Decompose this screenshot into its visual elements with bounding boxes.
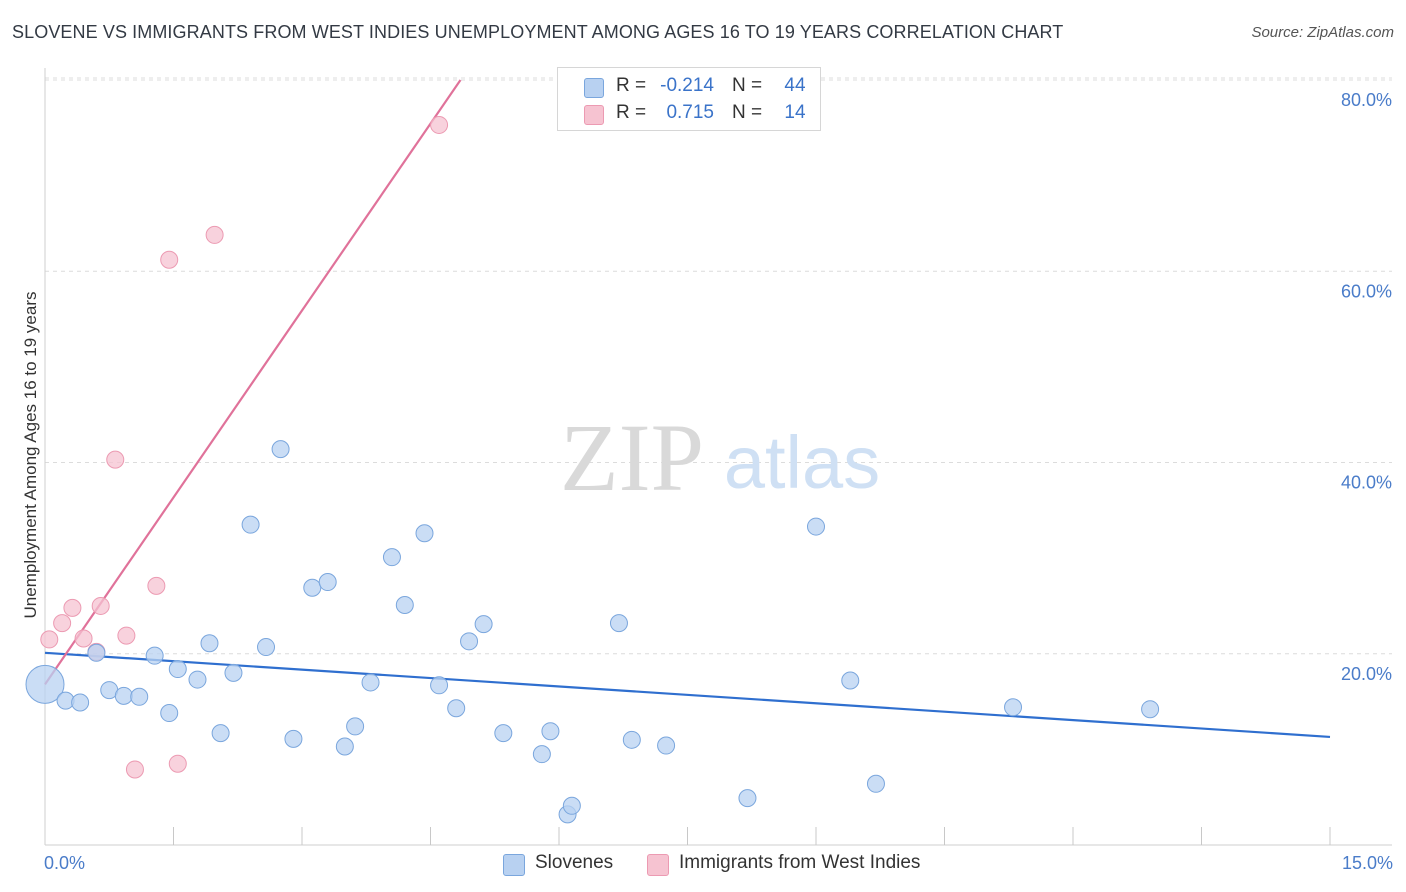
point-slovenes bbox=[807, 517, 825, 536]
point-slovenes bbox=[609, 614, 628, 633]
point-slovenes bbox=[361, 673, 380, 692]
point-slovenes bbox=[160, 704, 179, 723]
legend-n-value: 14 bbox=[784, 102, 806, 123]
point-slovenes bbox=[395, 595, 414, 614]
correlation-legend: R = -0.214 N = 44 R = 0.715 N = 14 bbox=[557, 67, 821, 131]
point-slovenes bbox=[430, 676, 449, 695]
point-slovenes bbox=[866, 774, 885, 793]
legend-n-label: N = bbox=[732, 75, 763, 96]
point-slovenes bbox=[346, 717, 365, 736]
point-slovenes bbox=[1004, 698, 1023, 717]
bottom-legend-label: Immigrants from West Indies bbox=[679, 852, 921, 873]
legend-r-value: -0.214 bbox=[660, 75, 714, 96]
point-slovenes bbox=[460, 632, 479, 651]
point-slovenes bbox=[257, 638, 276, 657]
point-slovenes bbox=[382, 548, 401, 567]
y-tick-label: 60.0% bbox=[1341, 281, 1392, 301]
grid-layer bbox=[45, 77, 1392, 655]
legend-n-label: N = bbox=[732, 102, 763, 123]
point-slovenes bbox=[271, 440, 290, 459]
chart-title: SLOVENE VS IMMIGRANTS FROM WEST INDIES U… bbox=[12, 22, 1064, 42]
legend-r-value: 0.715 bbox=[666, 102, 714, 123]
point-slovenes bbox=[145, 646, 164, 665]
point-slovenes bbox=[541, 722, 560, 741]
y-tick-label: 40.0% bbox=[1341, 473, 1392, 493]
y-tick-label: 80.0% bbox=[1341, 90, 1392, 110]
point-west-indies bbox=[125, 760, 144, 779]
x-tick-label-max: 15.0% bbox=[1342, 853, 1393, 873]
bottom-legend-swatch-pink bbox=[647, 854, 669, 876]
trend-line-slovenes bbox=[44, 651, 1331, 739]
point-slovenes bbox=[447, 699, 466, 718]
point-west-indies bbox=[205, 225, 224, 244]
trend-lines bbox=[44, 79, 1331, 739]
point-slovenes bbox=[532, 745, 551, 764]
point-slovenes bbox=[284, 729, 303, 748]
legend-r-label: R = bbox=[616, 75, 647, 96]
watermark-zip: ZIP bbox=[560, 404, 704, 511]
point-west-indies bbox=[74, 629, 93, 648]
point-slovenes bbox=[200, 634, 219, 653]
point-slovenes bbox=[303, 578, 322, 597]
point-west-indies bbox=[91, 596, 110, 615]
legend-swatch-blue bbox=[584, 78, 604, 98]
point-slovenes bbox=[562, 796, 581, 815]
point-slovenes bbox=[211, 724, 230, 743]
point-west-indies bbox=[106, 450, 125, 469]
point-slovenes bbox=[335, 737, 354, 756]
y-axis-label: Unemployment Among Ages 16 to 19 years bbox=[21, 292, 40, 619]
point-west-indies bbox=[160, 250, 179, 269]
legend-swatch-pink bbox=[584, 105, 604, 125]
point-slovenes bbox=[241, 515, 260, 534]
point-slovenes bbox=[71, 693, 90, 712]
data-points bbox=[25, 115, 1160, 824]
trend-line-west-indies bbox=[44, 79, 462, 685]
legend-r-label: R = bbox=[616, 102, 647, 123]
point-slovenes bbox=[87, 643, 106, 662]
bottom-legend-swatch-blue bbox=[503, 854, 525, 876]
point-slovenes bbox=[114, 686, 133, 705]
point-slovenes bbox=[224, 663, 243, 682]
point-slovenes bbox=[168, 660, 187, 679]
legend-n-value: 44 bbox=[784, 75, 806, 96]
x-tick-label-min: 0.0% bbox=[44, 853, 85, 873]
axes-layer bbox=[44, 68, 1392, 846]
tick-labels: 20.0% 40.0% 60.0% 80.0% 0.0% 15.0% bbox=[44, 90, 1393, 873]
point-slovenes bbox=[657, 736, 676, 755]
bottom-legend-label: Slovenes bbox=[535, 852, 614, 873]
point-slovenes bbox=[494, 724, 513, 743]
point-slovenes bbox=[738, 789, 757, 808]
point-slovenes bbox=[474, 615, 493, 634]
point-west-indies bbox=[147, 576, 166, 595]
point-west-indies bbox=[117, 626, 136, 645]
point-slovenes bbox=[318, 573, 337, 592]
watermark: ZIP atlas bbox=[560, 404, 880, 511]
point-west-indies bbox=[168, 754, 187, 773]
source-credit: Source: ZipAtlas.com bbox=[1251, 24, 1394, 41]
point-west-indies bbox=[430, 115, 449, 134]
y-tick-label: 20.0% bbox=[1341, 664, 1392, 684]
point-slovenes-large bbox=[25, 664, 65, 704]
point-west-indies bbox=[63, 598, 82, 617]
point-slovenes bbox=[1141, 700, 1160, 719]
point-slovenes bbox=[622, 730, 641, 749]
point-slovenes bbox=[188, 670, 207, 689]
point-west-indies bbox=[40, 630, 59, 649]
point-slovenes bbox=[415, 524, 434, 543]
point-slovenes bbox=[841, 671, 860, 690]
point-west-indies bbox=[53, 614, 72, 633]
watermark-atlas: atlas bbox=[724, 421, 880, 504]
point-slovenes bbox=[130, 687, 149, 706]
